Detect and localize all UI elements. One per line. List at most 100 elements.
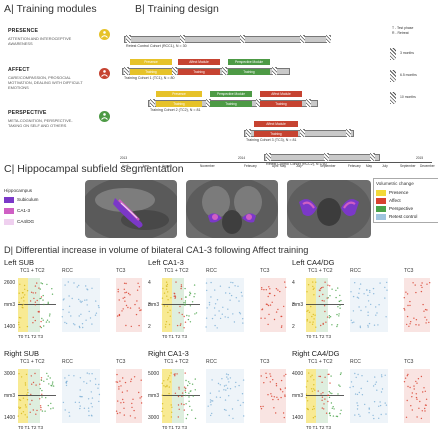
affect-point (324, 310, 326, 313)
affect-point (180, 403, 183, 405)
presence-point (166, 385, 168, 388)
retest-point (221, 378, 223, 380)
retest-point (210, 296, 212, 298)
affect-point (31, 383, 33, 385)
retest-point (368, 322, 371, 325)
perspective-point (340, 409, 342, 411)
scatter-svg (306, 278, 431, 332)
tc3-affect-point (140, 309, 142, 311)
retest-point (81, 396, 83, 398)
region-label: Right CA1-3 (148, 349, 189, 358)
tc3-affect-point (415, 393, 417, 395)
retest-point (64, 321, 66, 324)
perspective-point (189, 292, 192, 295)
retest-point (377, 324, 379, 326)
retest-point (78, 315, 80, 317)
tc3-affect-point (261, 288, 263, 291)
perspective-point (41, 389, 43, 392)
retest-point (85, 319, 87, 321)
retest-point (210, 404, 212, 406)
presence-point (171, 411, 173, 413)
tc3-affect-point (124, 296, 126, 299)
tc3-affect-point (270, 375, 272, 377)
retest-point (68, 411, 70, 414)
retest-point (373, 417, 375, 420)
retest-point (80, 396, 82, 398)
tc3-affect-point (121, 310, 123, 312)
presence-point (311, 374, 313, 376)
retest-point (359, 325, 361, 327)
affect-point (322, 323, 324, 325)
tc3-affect-point (123, 401, 125, 404)
presence-point (311, 390, 314, 392)
module-description: META-COGNITION, PERSPECTIVE-TAKING ON SE… (8, 118, 73, 128)
affect-point (327, 400, 329, 403)
presence-point (170, 416, 173, 418)
perspective-point (184, 388, 186, 390)
tc3-affect-point (273, 396, 275, 398)
tc3-affect-point (423, 310, 425, 312)
presence-point (18, 373, 20, 375)
retest-point (209, 399, 212, 401)
retest-point (373, 324, 376, 326)
presence-point (170, 297, 172, 299)
training-module-block: Presence (130, 59, 172, 65)
tc3-affect-point (116, 412, 119, 415)
subfield-label: CA4/DG (17, 219, 35, 224)
affect-point (317, 390, 319, 392)
retest-point (65, 322, 68, 325)
perspective-point (52, 385, 55, 387)
affect-point (35, 413, 37, 415)
tc3-affect-point (420, 284, 422, 287)
module-affect: AFFECT CARE/COMPASSION, PROSOCIAL MOTIVAT… (8, 67, 118, 90)
panel-b-title: B| Training design (135, 3, 219, 15)
volumetric-legend-item: Retest control (376, 213, 438, 221)
x-tick-labels: T0 T1 T2 T3 (306, 425, 332, 430)
affect-point (38, 287, 40, 289)
volumetric-legend-item: Presence (376, 189, 438, 197)
tc3-affect-point (130, 325, 132, 328)
perspective-point (328, 390, 330, 393)
retest-point (206, 307, 208, 309)
tc3-affect-point (282, 391, 284, 393)
perspective-point (188, 294, 191, 296)
training-module-block: Affect Module (260, 91, 302, 97)
volumetric-swatch (376, 205, 386, 212)
affect-point (326, 316, 329, 318)
tc3-affect-point (117, 288, 119, 291)
retest-point (80, 313, 82, 315)
retest-point (358, 292, 360, 294)
affect-point (180, 287, 182, 290)
retest-point (67, 281, 69, 283)
tc3-affect-point (264, 317, 266, 319)
retest-point (239, 404, 242, 406)
module-name: AFFECT (8, 67, 30, 73)
training-label: Training (260, 101, 302, 107)
duration-hatch (390, 48, 396, 60)
retest-point (367, 294, 369, 297)
retest-point (89, 317, 92, 319)
module-presence: PRESENCE ATTENTION AND INTEROCEPTIVE AWAR… (8, 28, 118, 46)
retest-point (224, 399, 227, 401)
tc3-affect-point (407, 385, 409, 388)
region-plot-group: Left SUB TC1 + TC2 RCC TC3 mm3 2600 1400 T0 T1 … (4, 258, 146, 344)
presence-point (24, 404, 27, 406)
affect-point (323, 403, 325, 405)
tc3-affect-point (420, 375, 423, 378)
subfield-label: CA1-3 (17, 208, 31, 213)
perspective-point (340, 299, 342, 302)
affect-point (326, 297, 328, 299)
retest-point (380, 374, 383, 376)
affect-point (322, 293, 324, 296)
perspective-point (189, 321, 192, 323)
retest-point (98, 306, 100, 309)
test-phase-hatch (324, 153, 329, 161)
volumetric-swatch (376, 189, 386, 196)
retest-point (88, 414, 90, 417)
perspective-point (42, 294, 44, 297)
perspective-point (184, 287, 186, 290)
test-phase-hatch (370, 153, 375, 161)
tc3-affect-point (413, 388, 415, 390)
perspective-point (336, 325, 338, 328)
subplot-title-tc12: TC1 + TC2 (20, 268, 45, 274)
